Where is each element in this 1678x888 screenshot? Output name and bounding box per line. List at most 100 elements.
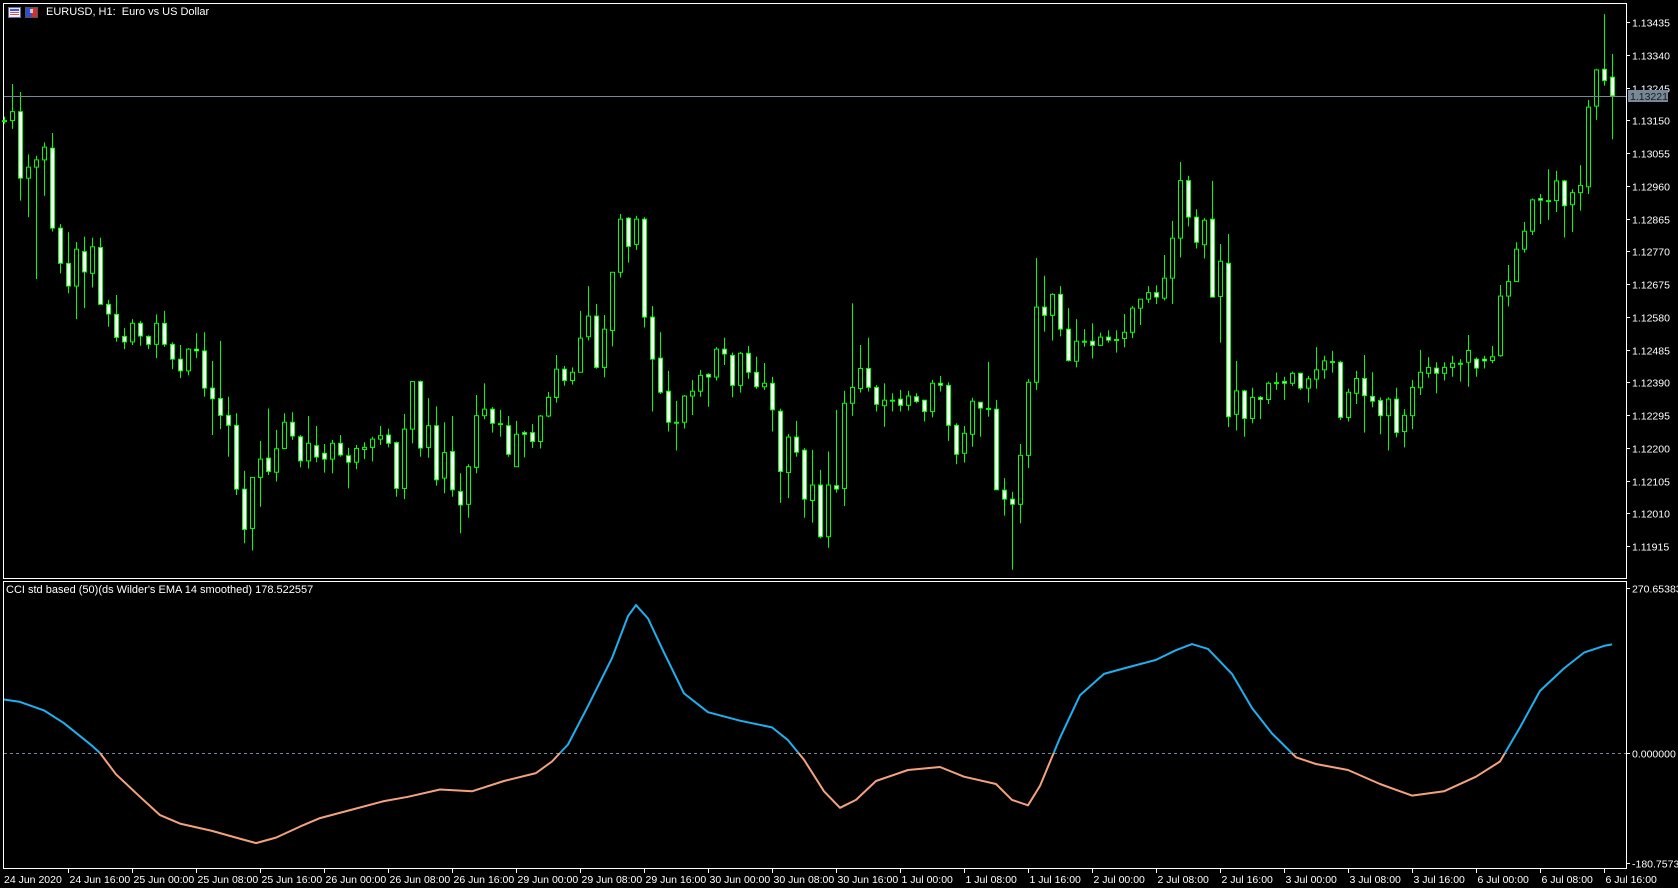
- candle-body: [10, 111, 15, 122]
- price-tick-label: 1.12010: [1632, 509, 1670, 521]
- candle-bear: [914, 393, 919, 404]
- candle-bear: [58, 224, 63, 274]
- time-tick-label: 30 Jun 00:00: [710, 874, 771, 886]
- candle-bull: [570, 367, 575, 385]
- candle-bull: [354, 444, 359, 470]
- candle-bear: [1106, 330, 1111, 343]
- candle-bear: [1242, 389, 1247, 437]
- candle-body: [1570, 192, 1575, 206]
- candle-bear: [722, 337, 727, 366]
- candle-body: [98, 246, 103, 305]
- candle-body: [1586, 106, 1591, 188]
- candle-bear: [170, 342, 175, 370]
- candle-bear: [434, 406, 439, 486]
- candle-bear: [498, 409, 503, 437]
- candle-bull: [10, 84, 15, 129]
- candle-body: [570, 371, 575, 382]
- candle-bear: [210, 360, 215, 435]
- candle-body: [386, 434, 391, 444]
- candle-bear: [450, 416, 455, 497]
- candle-body: [818, 484, 823, 538]
- candle-body: [1466, 350, 1471, 363]
- candle-bear: [1538, 194, 1543, 225]
- candle-body: [658, 357, 663, 393]
- indicator-pane[interactable]: [3, 581, 1627, 869]
- candle-body: [1010, 498, 1015, 505]
- candle-body: [1122, 331, 1127, 339]
- candle-bull: [1410, 379, 1415, 430]
- candle-bear: [298, 434, 303, 468]
- candle-bull: [1442, 362, 1447, 381]
- candle-body: [458, 491, 463, 506]
- candle-bull: [1162, 255, 1167, 301]
- candle-body: [482, 408, 487, 417]
- candle-bull: [378, 426, 383, 445]
- candle-body: [1234, 390, 1239, 415]
- candle-bear: [642, 217, 647, 328]
- candle-body: [234, 424, 239, 490]
- candle-body: [1218, 260, 1223, 297]
- candle-body: [378, 435, 383, 440]
- candle-bull: [1506, 265, 1511, 307]
- candle-bull: [930, 379, 935, 418]
- candle-bull: [1386, 397, 1391, 451]
- candle-bear: [458, 473, 463, 534]
- candle-bull: [1170, 220, 1175, 304]
- candle-bear: [146, 335, 151, 350]
- candle-body: [762, 382, 767, 388]
- candle-bull: [738, 351, 743, 393]
- candle-body: [1090, 340, 1095, 346]
- candle-body: [882, 399, 887, 407]
- candle-bull: [1322, 355, 1327, 379]
- candle-body: [802, 449, 807, 500]
- time-tick-label: 24 Jun 2020: [4, 874, 62, 886]
- candle-bull: [1554, 170, 1559, 212]
- chart-window-icon[interactable]: [8, 6, 21, 18]
- candle-bear: [346, 447, 351, 489]
- candle-bear: [386, 428, 391, 448]
- symbol-flag-icon[interactable]: [25, 6, 38, 18]
- candle-body: [138, 322, 143, 337]
- candle-body: [786, 436, 791, 474]
- candle-body: [146, 335, 151, 345]
- candle-bull: [426, 398, 431, 458]
- candle-body: [122, 335, 127, 343]
- candle-bull: [1402, 409, 1407, 448]
- candle-body: [634, 218, 639, 245]
- candle-bull: [250, 476, 255, 551]
- price-pane[interactable]: [2, 3, 1627, 579]
- candle-bull: [1266, 381, 1271, 404]
- candle-body: [1506, 281, 1511, 297]
- candle-bear: [1010, 491, 1015, 570]
- candle-bear: [290, 412, 295, 440]
- cci-line-above-zero: [559, 604, 800, 754]
- candle-bear: [1194, 209, 1199, 249]
- time-tick-label: 26 Jun 16:00: [454, 874, 515, 886]
- candle-body: [370, 438, 375, 448]
- candle-bear: [666, 370, 671, 432]
- candle-bear: [1298, 372, 1303, 390]
- indicator-tick-label: 270.653835: [1632, 584, 1678, 596]
- candle-bull: [1498, 285, 1503, 357]
- candle-body: [890, 399, 895, 402]
- time-tick-label: 1 Jul 08:00: [966, 874, 1018, 886]
- candle-body: [1498, 295, 1503, 357]
- candle-bull: [698, 369, 703, 397]
- candle-bear: [938, 376, 943, 392]
- candle-body: [1058, 293, 1063, 330]
- candle-bear: [530, 423, 535, 449]
- candle-body: [682, 395, 687, 423]
- candle-body: [490, 408, 495, 424]
- candle-bear: [1226, 234, 1231, 428]
- candle-body: [1258, 396, 1263, 400]
- indicator-label: CCI std based (50)(ds Wilder's EMA 14 sm…: [6, 584, 314, 596]
- candle-body: [618, 218, 623, 273]
- candle-bull: [1354, 370, 1359, 404]
- candle-body: [114, 313, 119, 338]
- candle-bear: [746, 346, 751, 379]
- candle-body: [1322, 360, 1327, 371]
- candle-body: [322, 452, 327, 460]
- candle-body: [866, 367, 871, 388]
- candle-body: [514, 433, 519, 468]
